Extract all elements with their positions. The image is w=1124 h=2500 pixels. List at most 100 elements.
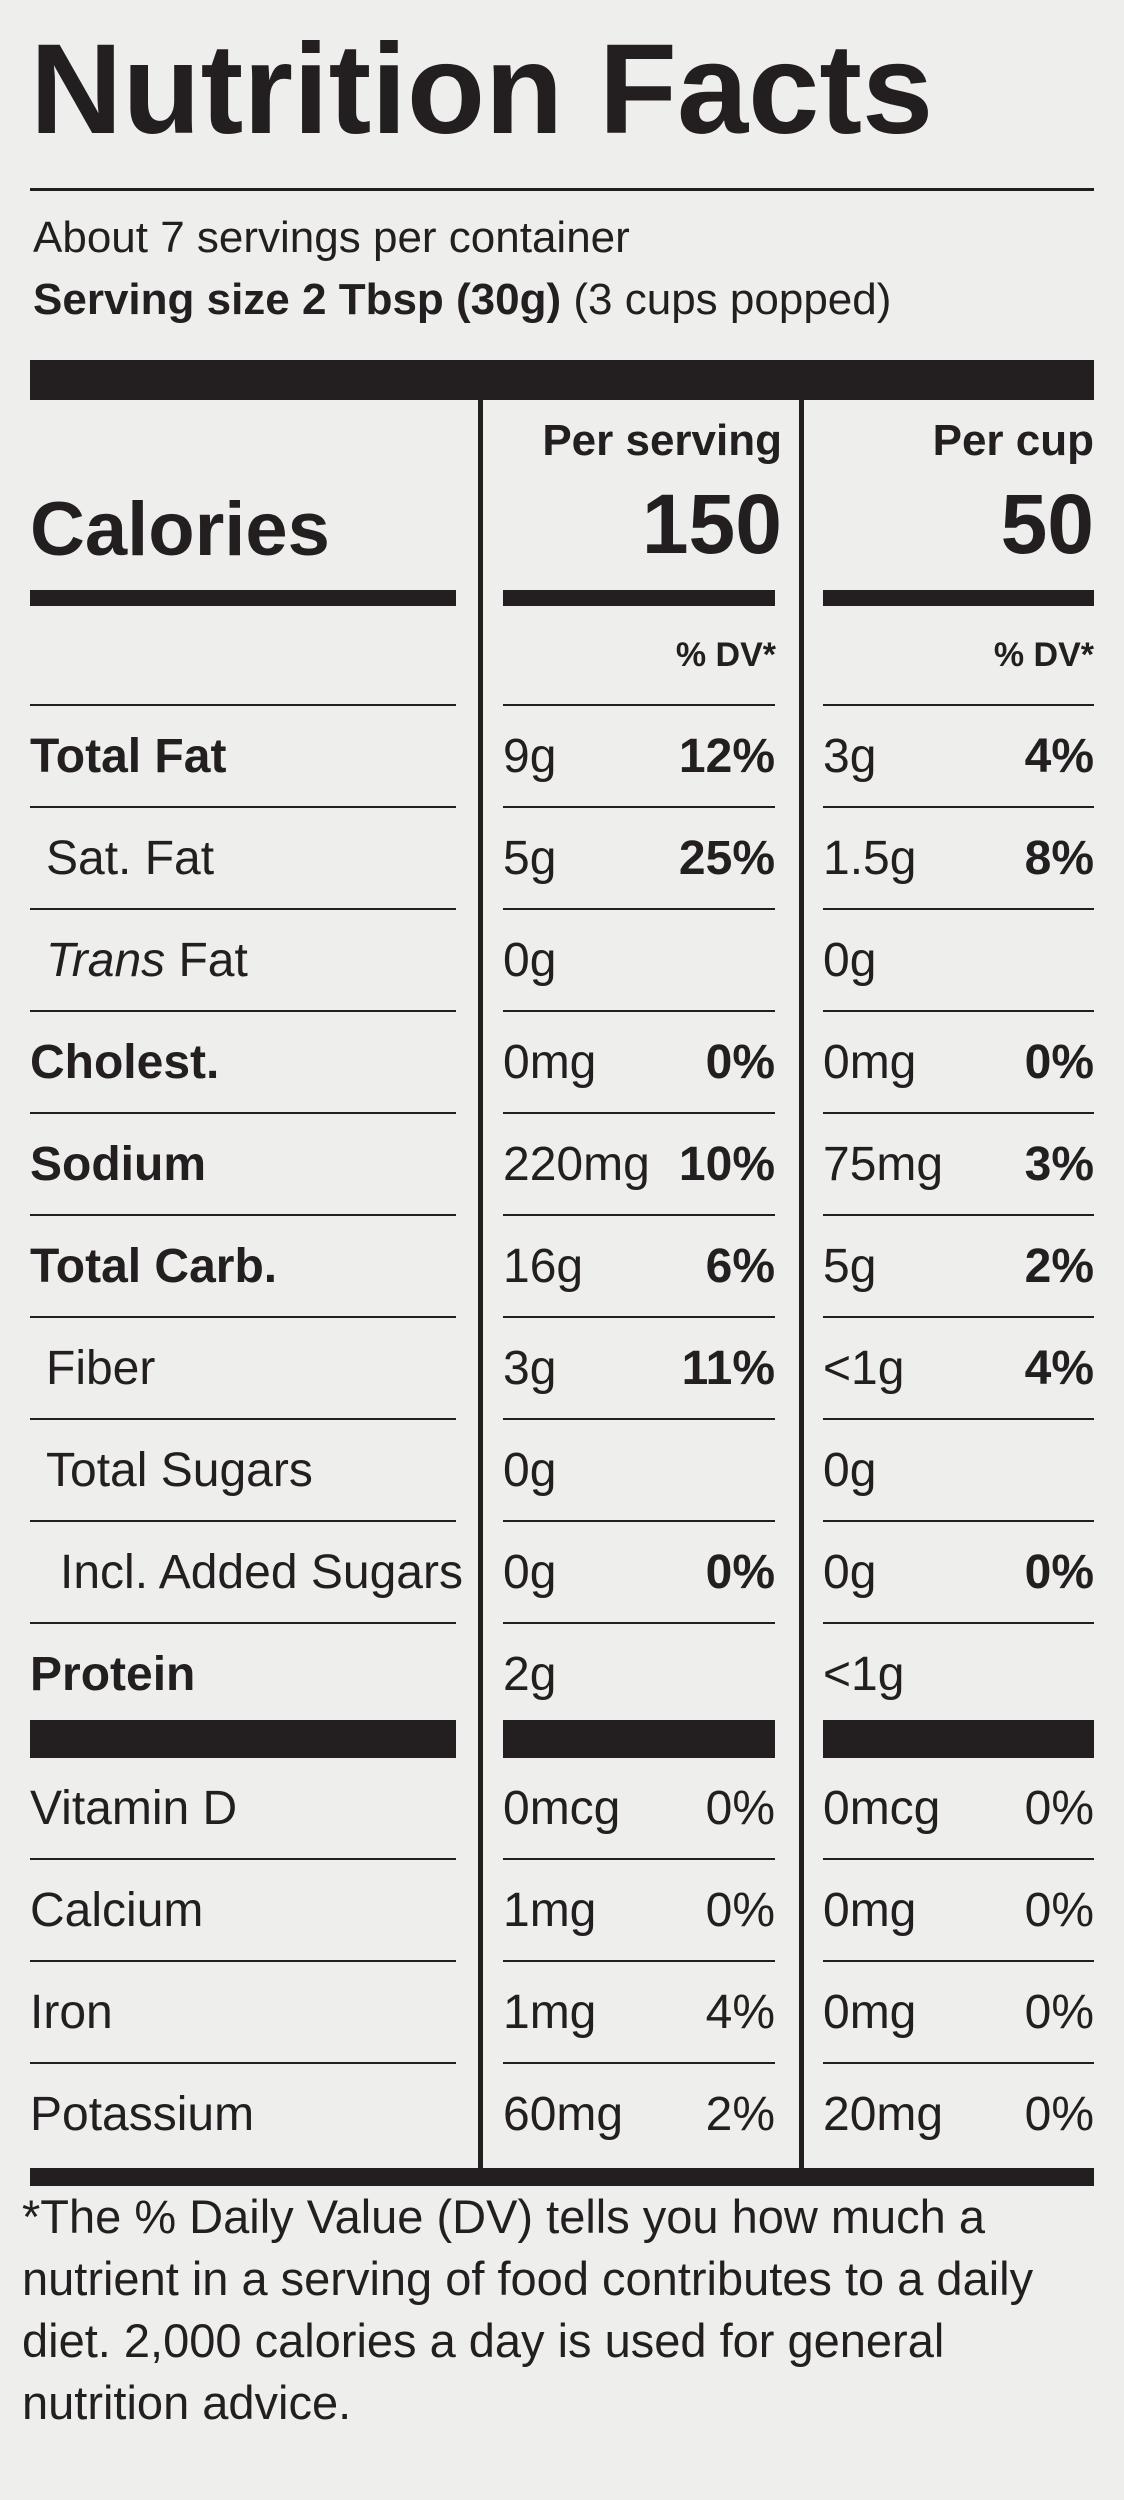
calories-per-serving: 150 — [641, 477, 782, 571]
nutrient-name-text: Cholest. — [30, 1036, 220, 1089]
nutrient-name-text: Total Carb. — [30, 1240, 278, 1293]
serving-amount: 220mg — [503, 1138, 650, 1191]
nutrient-name-text: Fat — [178, 934, 248, 987]
serving-amount: 0g — [503, 934, 557, 987]
cup-amount: 20mg — [823, 2088, 944, 2141]
row-rule — [503, 1316, 775, 1318]
nutrient-row: Incl. Added Sugars 0g 0% 0g 0% — [0, 1522, 1124, 1624]
row-rule — [823, 2062, 1094, 2064]
cup-dv: 2% — [1024, 1240, 1094, 1293]
nutrient-row: Sat. Fat 5g 25% 1.5g 8% — [0, 808, 1124, 910]
serving-dv: 0% — [705, 1546, 775, 1599]
nutrient-row: Sodium 220mg 10% 75mg 3% — [0, 1114, 1124, 1216]
nutrient-row: Cholest. 0mg 0% 0mg 0% — [0, 1012, 1124, 1114]
serving-dv: 6% — [705, 1240, 775, 1293]
row-rule — [30, 704, 456, 706]
nutrient-name-text: Sodium — [30, 1138, 206, 1191]
nutrient-name-text: Fiber — [46, 1342, 156, 1395]
nutrient-row: Total Carb. 16g 6% 5g 2% — [0, 1216, 1124, 1318]
serving-dv: 2% — [705, 2088, 775, 2141]
row-rule — [30, 1010, 456, 1012]
nutrient-name-text: Iron — [30, 1986, 113, 2039]
nutrient-name-text: Protein — [30, 1648, 196, 1701]
row-rule — [30, 1316, 456, 1318]
calories-bar-serving — [503, 590, 775, 606]
bottom-bar — [30, 2168, 1094, 2186]
serving-amount: 5g — [503, 832, 557, 885]
dv-header-serving: % DV* — [675, 636, 776, 674]
row-rule — [823, 1010, 1094, 1012]
serving-amount: 16g — [503, 1240, 584, 1293]
cup-dv: 0% — [1024, 1546, 1094, 1599]
row-rule — [30, 1418, 456, 1420]
row-rule — [503, 806, 775, 808]
serving-size: Serving size 2 Tbsp (30g) (3 cups popped… — [33, 272, 891, 328]
serving-dv: 0% — [705, 1782, 775, 1835]
vitamins-bar-serving — [503, 1720, 775, 1758]
row-rule — [503, 1010, 775, 1012]
calories-bar-name — [30, 590, 456, 606]
row-rule — [30, 1622, 456, 1624]
row-rule — [823, 1520, 1094, 1522]
cup-dv: 0% — [1024, 1986, 1094, 2039]
serving-amount: 2g — [503, 1648, 557, 1701]
serving-dv: 25% — [678, 832, 775, 885]
column-header-per-serving: Per serving — [542, 416, 782, 465]
calories-per-cup: 50 — [1000, 477, 1094, 571]
nutrient-name: Incl. Added Sugars — [60, 1522, 463, 1624]
row-rule — [823, 1622, 1094, 1624]
row-rule — [503, 2062, 775, 2064]
serving-dv: 0% — [705, 1884, 775, 1937]
cup-amount: 1.5g — [823, 832, 917, 885]
nutrient-name-text: Incl. Added Sugars — [60, 1546, 463, 1599]
row-rule — [823, 1418, 1094, 1420]
cup-amount: 5g — [823, 1240, 877, 1293]
cup-amount: 0mg — [823, 1986, 917, 2039]
serving-amount: 3g — [503, 1342, 557, 1395]
cup-amount: 0mg — [823, 1036, 917, 1089]
nutrient-name: Potassium — [30, 2064, 254, 2166]
row-rule — [30, 1214, 456, 1216]
row-rule — [503, 1622, 775, 1624]
serving-dv: 4% — [705, 1986, 775, 2039]
row-rule — [823, 1960, 1094, 1962]
serving-dv: 12% — [678, 730, 775, 783]
nutrient-name: Trans Fat — [46, 910, 248, 1012]
nutrient-row: Total Sugars 0g 0g — [0, 1420, 1124, 1522]
vitamin-row: Calcium 1mg 0% 0mg 0% — [0, 1860, 1124, 1962]
vitamins-bar-cup — [823, 1720, 1094, 1758]
nutrient-name: Total Sugars — [46, 1420, 313, 1522]
calories-label: Calories — [30, 487, 330, 572]
cup-dv: 3% — [1024, 1138, 1094, 1191]
serving-amount: 0g — [503, 1546, 557, 1599]
cup-amount: 0g — [823, 1546, 877, 1599]
serving-amount: 1mg — [503, 1986, 597, 2039]
nutrient-row: Protein 2g <1g — [0, 1624, 1124, 1726]
cup-amount: 0mg — [823, 1884, 917, 1937]
nutrient-name: Vitamin D — [30, 1758, 237, 1860]
calories-bar-cup — [823, 590, 1094, 606]
nutrient-name: Sat. Fat — [46, 808, 214, 910]
row-rule — [30, 1520, 456, 1522]
serving-dv: 11% — [681, 1342, 775, 1395]
cup-amount: <1g — [823, 1342, 905, 1395]
servings-per-container: About 7 servings per container — [33, 213, 630, 262]
cup-dv: 4% — [1024, 730, 1094, 783]
nutrient-name: Total Carb. — [30, 1216, 277, 1318]
nutrient-name: Fiber — [46, 1318, 155, 1420]
nutrient-name: Cholest. — [30, 1012, 219, 1114]
vitamin-row: Potassium 60mg 2% 20mg 0% — [0, 2064, 1124, 2166]
serving-dv: 10% — [678, 1138, 775, 1191]
cup-dv: 0% — [1024, 1884, 1094, 1937]
serving-dv: 0% — [705, 1036, 775, 1089]
row-rule — [823, 1112, 1094, 1114]
cup-amount: 75mg — [823, 1138, 944, 1191]
serving-amount: 0mg — [503, 1036, 597, 1089]
serving-amount: 60mg — [503, 2088, 624, 2141]
column-header-per-cup: Per cup — [932, 416, 1094, 465]
nutrient-name: Calcium — [30, 1860, 203, 1962]
row-rule — [503, 704, 775, 706]
nutrient-row: Total Fat 9g 12% 3g 4% — [0, 706, 1124, 808]
row-rule — [823, 806, 1094, 808]
nutrient-name-text: Calcium — [30, 1884, 204, 1937]
